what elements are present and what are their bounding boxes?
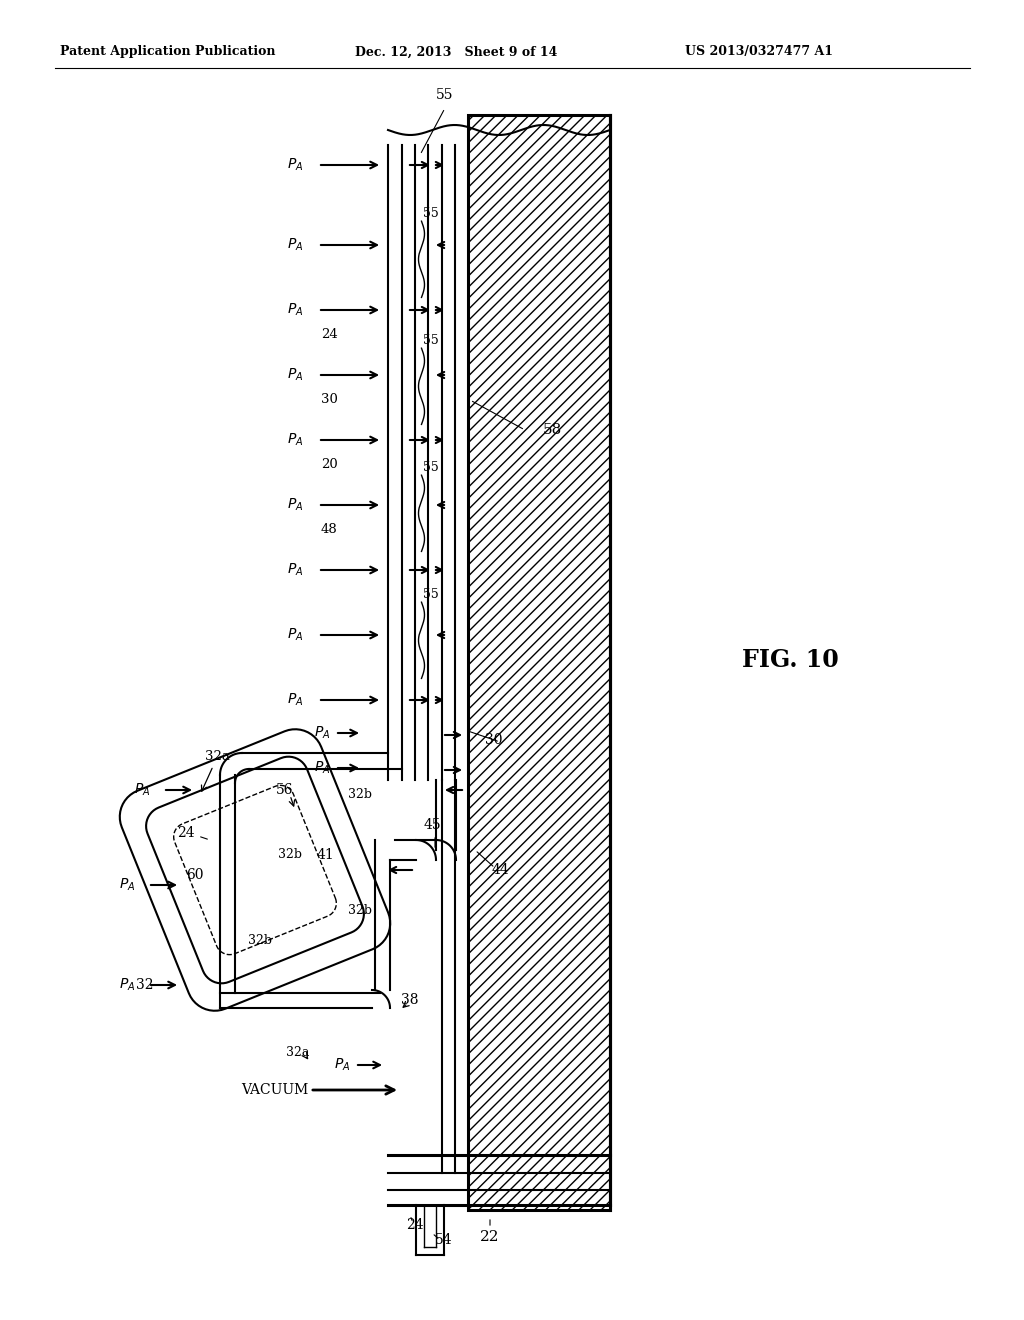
Text: $P_A$: $P_A$ bbox=[119, 977, 135, 993]
Text: Patent Application Publication: Patent Application Publication bbox=[60, 45, 275, 58]
Text: $P_A$: $P_A$ bbox=[287, 496, 303, 513]
Text: 58: 58 bbox=[543, 422, 562, 437]
Text: 20: 20 bbox=[321, 458, 338, 471]
Text: $P_A$: $P_A$ bbox=[287, 562, 303, 578]
Text: $P_A$: $P_A$ bbox=[119, 876, 135, 894]
Polygon shape bbox=[146, 756, 364, 983]
Text: $P_A$: $P_A$ bbox=[287, 367, 303, 383]
Text: $P_A$: $P_A$ bbox=[287, 157, 303, 173]
Text: 24: 24 bbox=[407, 1218, 424, 1232]
Polygon shape bbox=[174, 785, 336, 954]
Text: $P_A$: $P_A$ bbox=[287, 302, 303, 318]
Text: 24: 24 bbox=[177, 826, 195, 840]
Text: 54: 54 bbox=[435, 1233, 453, 1247]
Text: 32b: 32b bbox=[278, 849, 302, 862]
Text: 32b: 32b bbox=[348, 903, 372, 916]
Text: 22: 22 bbox=[480, 1230, 500, 1243]
Text: US 2013/0327477 A1: US 2013/0327477 A1 bbox=[685, 45, 833, 58]
Text: $P_A$: $P_A$ bbox=[287, 627, 303, 643]
Text: $P_A$: $P_A$ bbox=[334, 1057, 350, 1073]
Text: 60: 60 bbox=[186, 869, 204, 882]
Text: 24: 24 bbox=[321, 327, 338, 341]
Text: 45: 45 bbox=[423, 818, 440, 832]
Text: $P_A$: $P_A$ bbox=[287, 236, 303, 253]
Text: $P_A$: $P_A$ bbox=[313, 760, 330, 776]
Text: 55: 55 bbox=[423, 587, 438, 601]
Text: 30: 30 bbox=[485, 733, 503, 747]
Text: 30: 30 bbox=[321, 393, 338, 407]
Text: VACUUM: VACUUM bbox=[241, 1082, 308, 1097]
Text: $P_A$: $P_A$ bbox=[287, 432, 303, 449]
Text: $P_A$: $P_A$ bbox=[134, 781, 150, 799]
Text: FIG. 10: FIG. 10 bbox=[741, 648, 839, 672]
Text: $P_A$: $P_A$ bbox=[313, 725, 330, 742]
Polygon shape bbox=[120, 729, 390, 1011]
Text: 32b: 32b bbox=[348, 788, 372, 801]
Text: 32a: 32a bbox=[202, 750, 229, 791]
Text: 55: 55 bbox=[436, 88, 454, 102]
Text: 55: 55 bbox=[423, 334, 438, 347]
Text: 56: 56 bbox=[276, 783, 294, 797]
Text: 55: 55 bbox=[423, 207, 438, 219]
Text: 44: 44 bbox=[492, 863, 509, 876]
Bar bbox=[468, 115, 610, 1210]
Text: Dec. 12, 2013   Sheet 9 of 14: Dec. 12, 2013 Sheet 9 of 14 bbox=[355, 45, 557, 58]
Text: 38: 38 bbox=[401, 993, 419, 1007]
Text: 32b: 32b bbox=[248, 933, 272, 946]
Text: 32: 32 bbox=[136, 978, 154, 993]
Text: 32a: 32a bbox=[287, 1045, 309, 1059]
Text: 48: 48 bbox=[321, 523, 338, 536]
Text: $P_A$: $P_A$ bbox=[287, 692, 303, 709]
Text: 41: 41 bbox=[316, 847, 334, 862]
Text: 55: 55 bbox=[423, 461, 438, 474]
